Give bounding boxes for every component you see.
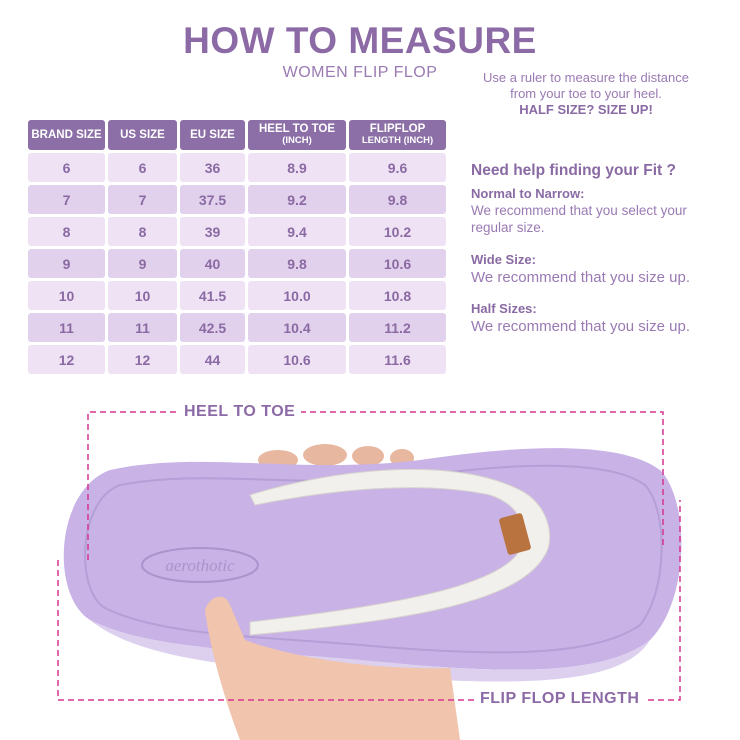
page-subtitle: WOMEN FLIP FLOP [282, 64, 438, 81]
fit-help: Need help finding your Fit ? Normal to N… [471, 162, 731, 350]
size-chart-table: BRAND SIZE US SIZE EU SIZE HEEL TO TOE (I… [25, 117, 449, 377]
logo: aerothotic [165, 556, 235, 575]
table-cell: 10.0 [248, 281, 346, 310]
fit-text: We recommend that you select your regula… [471, 203, 687, 235]
header-flipflop-length: FLIPFLOP LENGTH (INCH) [349, 120, 446, 150]
strap-tag [499, 513, 531, 555]
fit-title: Half Sizes: [471, 301, 537, 316]
fit-title: Normal to Narrow: [471, 186, 585, 201]
table-cell: 12 [28, 345, 105, 374]
table-cell: 8.9 [248, 153, 346, 182]
table-cell: 8 [108, 217, 177, 246]
table-row: 7 7 37.5 9.2 9.8 [28, 185, 446, 214]
measure-lines [57, 411, 681, 701]
heel-to-toe-label: HEEL TO TOE [178, 403, 302, 421]
table-cell: 10.6 [349, 249, 446, 278]
table-cell: 10 [108, 281, 177, 310]
fit-title: Wide Size: [471, 252, 536, 267]
table-cell: 44 [180, 345, 245, 374]
table-cell: 36 [180, 153, 245, 182]
table-cell: 37.5 [180, 185, 245, 214]
table-cell: 9 [108, 249, 177, 278]
table-cell: 8 [28, 217, 105, 246]
table-row: 12 12 44 10.6 11.6 [28, 345, 446, 374]
table-cell: 6 [28, 153, 105, 182]
table-cell: 9.4 [248, 217, 346, 246]
table-cell: 11.2 [349, 313, 446, 342]
table-cell: 41.5 [180, 281, 245, 310]
table-cell: 9 [28, 249, 105, 278]
table-cell: 40 [180, 249, 245, 278]
table-cell: 6 [108, 153, 177, 182]
table-row: 10 10 41.5 10.0 10.8 [28, 281, 446, 310]
measure-instructions: Use a ruler to measure the distance from… [483, 70, 689, 117]
table-cell: 11.6 [349, 345, 446, 374]
table-cell: 12 [108, 345, 177, 374]
table-cell: 10.6 [248, 345, 346, 374]
table-row: 6 6 36 8.9 9.6 [28, 153, 446, 182]
table-cell: 9.8 [349, 185, 446, 214]
fit-heading: Need help finding your Fit ? [471, 162, 676, 179]
header-us-size: US SIZE [108, 120, 177, 150]
table-row: 11 11 42.5 10.4 11.2 [28, 313, 446, 342]
table-cell: 7 [28, 185, 105, 214]
flip-flop-length-label: FLIP FLOP LENGTH [474, 690, 646, 708]
hand [205, 596, 460, 740]
table-cell: 7 [108, 185, 177, 214]
table-cell: 9.2 [248, 185, 346, 214]
header-eu-size: EU SIZE [180, 120, 245, 150]
fit-text: We recommend that you size up. [471, 269, 690, 286]
table-cell: 9.6 [349, 153, 446, 182]
logo-oval [141, 547, 259, 583]
table-cell: 10.2 [349, 217, 446, 246]
table-cell: 42.5 [180, 313, 245, 342]
table-cell: 11 [28, 313, 105, 342]
fit-text: We recommend that you size up. [471, 318, 690, 335]
table-cell: 39 [180, 217, 245, 246]
header-heel-to-toe: HEEL TO TOE (INCH) [248, 120, 346, 150]
table-row: 8 8 39 9.4 10.2 [28, 217, 446, 246]
table-row: 9 9 40 9.8 10.6 [28, 249, 446, 278]
header-brand-size: BRAND SIZE [28, 120, 105, 150]
strap [249, 468, 551, 636]
page-title: HOW TO MEASURE [183, 20, 537, 61]
table-cell: 10 [28, 281, 105, 310]
table-cell: 10.4 [248, 313, 346, 342]
table-cell: 10.8 [349, 281, 446, 310]
table-cell: 9.8 [248, 249, 346, 278]
table-cell: 11 [108, 313, 177, 342]
